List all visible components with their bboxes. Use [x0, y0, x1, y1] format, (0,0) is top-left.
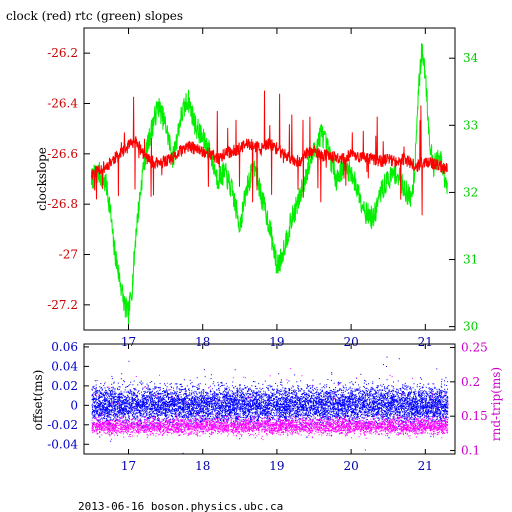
bottom-x-tick-label: 21: [418, 459, 433, 473]
roundtrip-scatter-points: [91, 368, 449, 441]
top-y-tick-label: -27: [59, 248, 78, 262]
bottom-x-tick-label: 17: [121, 459, 136, 473]
bottom-y-tick-label: 0.06: [51, 340, 78, 354]
top-y2-tick-label: 30: [463, 320, 478, 334]
bottom-y2-tick-label: 0.1: [461, 444, 480, 458]
offset-scatter-points: [91, 356, 449, 454]
bottom-y-tick-label: 0: [70, 398, 78, 412]
bottom-x-tick-label: 20: [343, 459, 358, 473]
offset-roundtrip-chart: 17 18 19 20 21 0.06 0.04 0.02 0 -0.02 -0.04 0.25 0.2…: [31, 340, 503, 473]
top-y-tick-label: -26.8: [47, 197, 78, 211]
bottom-plot-frame: [83, 343, 456, 455]
top-y2-tick-label: 33: [463, 118, 478, 132]
top-x-tick-label: 17: [121, 335, 136, 349]
bottom-y2-tick-label: 0.15: [461, 409, 488, 423]
bottom-y2-tick-label: 0.25: [461, 340, 488, 354]
top-y-axis-label: clockslope: [35, 147, 49, 211]
bottom-y-tick-label: -0.04: [47, 437, 78, 451]
bottom-y-axis-label: offset(ms): [31, 370, 45, 431]
top-y-tick-label: -26.6: [47, 147, 78, 161]
rtc-slope-series-line: [90, 43, 448, 325]
bottom-y-tick-label: 0.02: [51, 379, 78, 393]
bottom-x-tick-label: 19: [269, 459, 284, 473]
top-y2-tick-label: 32: [463, 185, 478, 199]
footer-date-host: 2013-06-16 boson.physics.ubc.ca: [78, 500, 283, 512]
top-x-tick-label: 18: [195, 335, 210, 349]
top-x-tick-label: 19: [269, 335, 284, 349]
clock-slope-chart: 17 18 19 20 21 -26.2 -26.4 -26.6 -26.8 -27 -27.2 34…: [35, 27, 479, 349]
bottom-y-tick-label: -0.02: [47, 418, 78, 432]
top-x-tick-label: 21: [418, 335, 433, 349]
bottom-y2-tick-label: 0.2: [461, 375, 480, 389]
top-plot-frame: [83, 27, 456, 331]
bottom-y-tick-label: 0.04: [51, 359, 78, 373]
bottom-y2-axis-label: rnd-trip(ms): [489, 367, 503, 441]
top-y-tick-label: -27.2: [47, 298, 78, 312]
chart-title: clock (red) rtc (green) slopes: [6, 9, 183, 23]
clock-slope-series-line: [90, 90, 448, 216]
top-y2-tick-label: 31: [463, 253, 478, 267]
top-y-tick-label: -26.2: [47, 46, 78, 60]
top-y-tick-label: -26.4: [47, 97, 78, 111]
bottom-x-tick-label: 18: [195, 459, 210, 473]
top-y2-tick-label: 34: [463, 51, 479, 65]
top-x-tick-label: 20: [343, 335, 358, 349]
